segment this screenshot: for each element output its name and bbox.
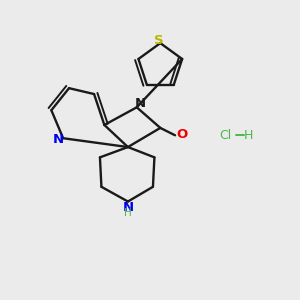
Text: N: N [135,97,146,110]
Text: H: H [124,208,132,218]
Text: N: N [123,201,134,214]
Text: Cl: Cl [219,129,231,142]
Text: H: H [244,129,253,142]
Text: S: S [154,34,164,47]
Text: N: N [52,133,63,146]
Text: O: O [176,128,187,141]
